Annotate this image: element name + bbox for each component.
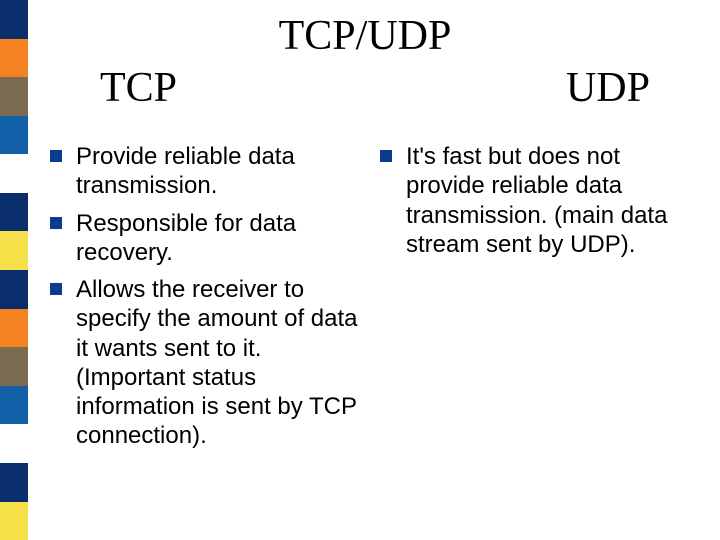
stripe — [0, 463, 28, 502]
square-bullet-icon — [50, 150, 62, 162]
bullet-text: It's fast but does not provide reliable … — [406, 142, 690, 259]
slide-content: TCP/UDP TCP UDP Provide reliable data tr… — [50, 0, 710, 540]
right-column: It's fast but does not provide reliable … — [380, 142, 710, 459]
subtitle-row: TCP UDP — [50, 64, 710, 112]
decorative-stripe-bar — [0, 0, 28, 540]
stripe — [0, 386, 28, 425]
stripe — [0, 154, 28, 193]
list-item: Provide reliable data transmission. — [50, 142, 360, 201]
stripe — [0, 193, 28, 232]
stripe — [0, 502, 28, 540]
stripe — [0, 309, 28, 348]
bullet-text: Provide reliable data transmission. — [76, 142, 360, 201]
stripe — [0, 347, 28, 386]
stripe — [0, 231, 28, 270]
square-bullet-icon — [380, 150, 392, 162]
stripe — [0, 77, 28, 116]
list-item: It's fast but does not provide reliable … — [380, 142, 690, 259]
list-item: Responsible for data recovery. — [50, 209, 360, 268]
stripe — [0, 270, 28, 309]
slide-title: TCP/UDP — [20, 12, 710, 60]
stripe — [0, 424, 28, 463]
stripe — [0, 116, 28, 155]
left-heading: TCP — [50, 64, 380, 112]
square-bullet-icon — [50, 283, 62, 295]
left-column: Provide reliable data transmission. Respo… — [50, 142, 380, 459]
bullet-text: Allows the receiver to specify the amoun… — [76, 275, 360, 451]
bullet-text: Responsible for data recovery. — [76, 209, 360, 268]
square-bullet-icon — [50, 217, 62, 229]
list-item: Allows the receiver to specify the amoun… — [50, 275, 360, 451]
columns: Provide reliable data transmission. Respo… — [50, 142, 710, 459]
right-heading: UDP — [380, 64, 710, 112]
